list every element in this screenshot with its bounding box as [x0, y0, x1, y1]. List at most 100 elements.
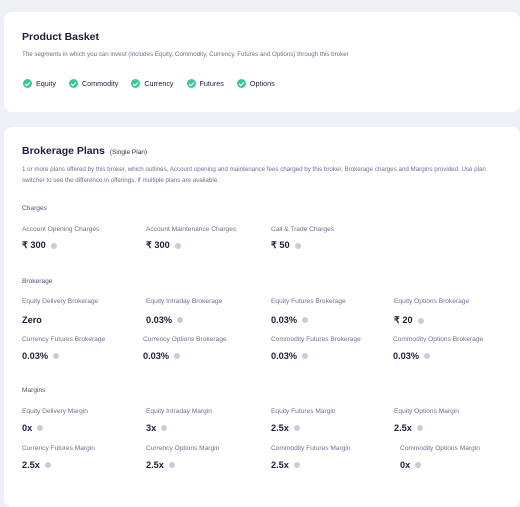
- value-text: 0.03%: [146, 315, 173, 325]
- value-text: 2.5x: [22, 460, 40, 470]
- info-icon[interactable]: [174, 353, 181, 359]
- equity-intraday-brokerage-value: 0.03%: [146, 315, 184, 325]
- margins-heading: Margins: [22, 387, 46, 394]
- segment-options: Options: [236, 79, 275, 88]
- segment-futures: Futures: [186, 79, 224, 88]
- equity-futures-margin-label: Equity Futures Margin: [271, 408, 336, 415]
- value-text: 0.03%: [271, 315, 298, 325]
- segment-label: Commodity: [81, 79, 119, 88]
- value-text: ₹ 20: [394, 315, 413, 325]
- currency-futures-brokerage-value: 0.03%: [22, 351, 60, 361]
- account-maintenance-label: Account Maintenance Charges: [146, 226, 237, 233]
- account-opening-label: Account Opening Charges: [22, 226, 100, 233]
- brokerage-plans-title: Brokerage Plans: [22, 145, 105, 157]
- equity-futures-margin-value: 2.5x: [271, 423, 300, 433]
- value-text: 0.03%: [22, 351, 49, 361]
- check-circle-icon: [186, 79, 196, 88]
- info-icon[interactable]: [293, 425, 300, 431]
- commodity-futures-margin-label: Commodity Futures Margin: [271, 445, 351, 452]
- equity-futures-brokerage-value: 0.03%: [271, 315, 309, 325]
- commodity-futures-brokerage-label: Commodity Futures Brokerage: [271, 336, 361, 343]
- call-trade-label: Call & Trade Charges: [271, 226, 335, 233]
- currency-options-margin-value: 2.5x: [146, 460, 175, 470]
- value-text: 0x: [400, 460, 411, 470]
- value-text: 0x: [22, 423, 33, 433]
- value-text: 3x: [146, 423, 157, 433]
- segment-label: Currency: [144, 79, 174, 88]
- equity-delivery-brokerage-value: Zero: [22, 315, 42, 325]
- commodity-options-margin-label: Commodity Options Margin: [400, 445, 480, 452]
- value-text: 2.5x: [271, 423, 289, 433]
- brokerage-plans-card: Brokerage Plans (Single Plan) 1 or more …: [4, 127, 520, 507]
- value-text: 0.03%: [393, 351, 420, 361]
- brokerage-heading: Brokerage: [22, 278, 53, 285]
- account-opening-value: ₹ 300: [22, 240, 57, 251]
- equity-delivery-margin-label: Equity Delivery Margin: [22, 408, 88, 415]
- info-icon[interactable]: [302, 317, 309, 323]
- account-maintenance-value: ₹ 300: [146, 240, 181, 251]
- brokerage-plans-header: Brokerage Plans (Single Plan): [22, 145, 147, 157]
- currency-options-brokerage-value: 0.03%: [143, 351, 181, 361]
- value-text: ₹ 300: [146, 240, 170, 250]
- currency-futures-margin-value: 2.5x: [22, 460, 51, 470]
- check-circle-icon: [236, 79, 246, 88]
- equity-options-brokerage-label: Equity Options Brokerage: [394, 298, 470, 305]
- info-icon[interactable]: [415, 462, 422, 468]
- call-trade-value: ₹ 50: [271, 240, 301, 251]
- commodity-options-margin-value: 0x: [400, 460, 422, 470]
- check-circle-icon: [131, 79, 141, 88]
- segment-label: Equity: [36, 79, 56, 88]
- segment-label: Options: [249, 79, 275, 88]
- info-icon[interactable]: [161, 425, 168, 431]
- segment-label: Futures: [199, 79, 224, 88]
- commodity-futures-brokerage-value: 0.03%: [271, 351, 309, 361]
- info-icon[interactable]: [417, 317, 424, 324]
- currency-options-brokerage-label: Currency Options Brokerage: [143, 336, 227, 343]
- plan-type-label: (Single Plan): [109, 149, 148, 156]
- equity-delivery-margin-value: 0x: [22, 423, 44, 433]
- info-icon[interactable]: [174, 242, 181, 249]
- value-text: 2.5x: [394, 423, 412, 433]
- info-icon[interactable]: [53, 353, 60, 359]
- segment-commodity: Commodity: [68, 79, 119, 88]
- value-text: 2.5x: [146, 460, 164, 470]
- info-icon[interactable]: [302, 353, 309, 359]
- value-text: ₹ 50: [271, 240, 290, 250]
- commodity-futures-margin-value: 2.5x: [271, 460, 300, 470]
- equity-intraday-margin-label: Equity Intraday Margin: [146, 408, 212, 415]
- equity-futures-brokerage-label: Equity Futures Brokerage: [271, 298, 346, 305]
- info-icon[interactable]: [50, 242, 57, 249]
- commodity-options-brokerage-label: Commodity Options Brokerage: [393, 336, 484, 343]
- segment-currency: Currency: [131, 79, 174, 88]
- segment-list: Equity Commodity Currency Futures Option…: [23, 79, 288, 88]
- segment-equity: Equity: [23, 79, 56, 88]
- info-icon[interactable]: [294, 242, 301, 249]
- info-icon[interactable]: [424, 353, 431, 359]
- info-icon[interactable]: [177, 317, 184, 323]
- check-circle-icon: [68, 79, 78, 88]
- equity-options-brokerage-value: ₹ 20: [394, 315, 424, 326]
- value-text: 0.03%: [271, 351, 298, 361]
- product-basket-description: The segments in which you can invest (in…: [22, 51, 349, 58]
- info-icon[interactable]: [293, 462, 300, 468]
- equity-delivery-brokerage-label: Equity Delivery Brokerage: [22, 298, 99, 305]
- value-text: 0.03%: [143, 351, 170, 361]
- value-text: Zero: [22, 315, 42, 325]
- info-icon[interactable]: [416, 425, 423, 431]
- product-basket-card: Product Basket The segments in which you…: [4, 12, 520, 112]
- currency-options-margin-label: Currency Options Margin: [146, 445, 220, 452]
- info-icon[interactable]: [44, 462, 51, 468]
- value-text: ₹ 300: [22, 240, 46, 250]
- value-text: 2.5x: [271, 460, 289, 470]
- check-circle-icon: [23, 79, 32, 88]
- equity-intraday-margin-value: 3x: [146, 423, 168, 433]
- charges-heading: Charges: [22, 205, 47, 212]
- info-icon[interactable]: [168, 462, 175, 468]
- info-icon[interactable]: [37, 425, 44, 431]
- equity-intraday-brokerage-label: Equity Intraday Brokerage: [146, 298, 223, 305]
- commodity-options-brokerage-value: 0.03%: [393, 351, 431, 361]
- currency-futures-brokerage-label: Currency Futures Brokerage: [22, 336, 106, 343]
- equity-options-margin-label: Equity Options Margin: [394, 408, 459, 415]
- brokerage-plans-description: 1 or more plans offered by this broker, …: [22, 166, 486, 184]
- currency-futures-margin-label: Currency Futures Margin: [22, 445, 95, 452]
